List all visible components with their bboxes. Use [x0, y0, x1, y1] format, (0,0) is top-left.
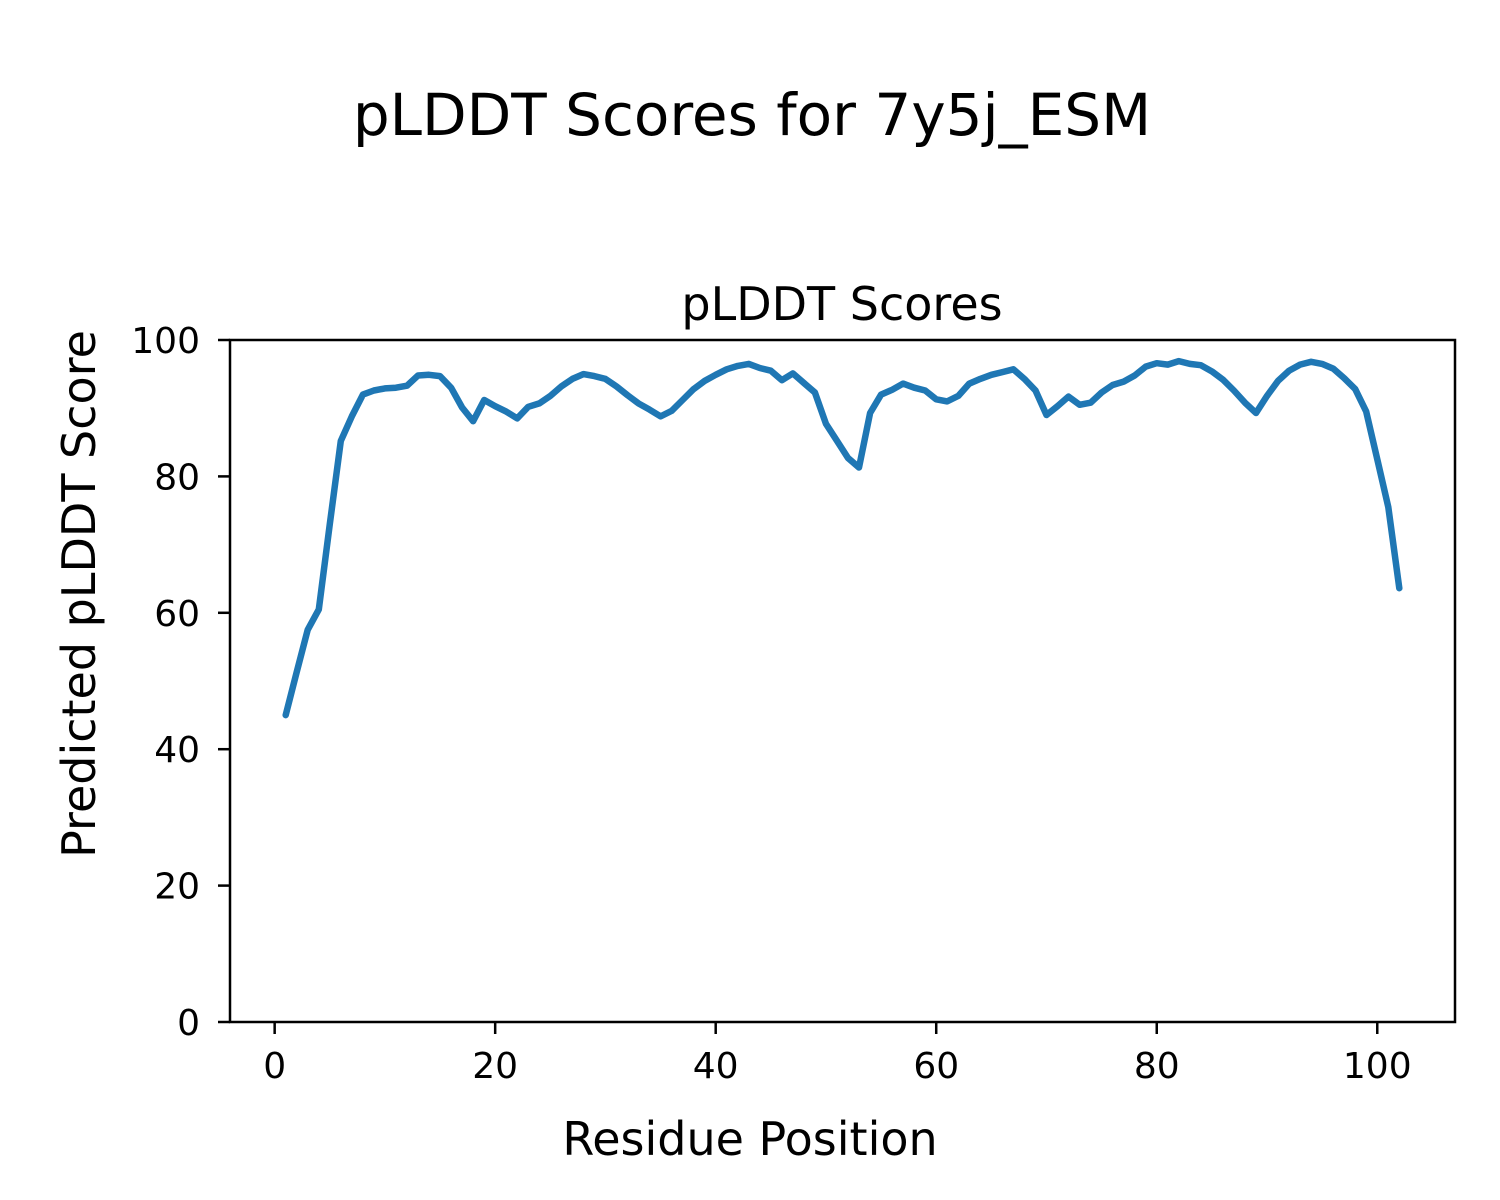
- x-tick-label: 100: [1343, 1046, 1412, 1087]
- y-axis-label: Predicted pLDDT Score: [52, 330, 106, 858]
- y-tick-label: 60: [154, 594, 200, 635]
- y-tick-label: 100: [131, 321, 200, 362]
- y-tick-label: 20: [154, 867, 200, 908]
- x-tick-label: 20: [472, 1046, 518, 1087]
- y-tick-label: 80: [154, 457, 200, 498]
- x-tick-label: 40: [693, 1046, 739, 1087]
- x-axis-label: Residue Position: [562, 1112, 937, 1166]
- plot-area: [228, 338, 1457, 1024]
- chart-title: pLDDT Scores: [681, 277, 1002, 331]
- x-tick-label: 60: [913, 1046, 959, 1087]
- x-tick-label: 0: [263, 1046, 286, 1087]
- y-tick-label: 40: [154, 730, 200, 771]
- x-tick-label: 80: [1134, 1046, 1180, 1087]
- plddt-line: [282, 357, 1403, 719]
- y-axis-ticks: 0 20 40 60 80 100: [131, 321, 230, 1044]
- x-axis-ticks: 0 20 40 60 80 100: [263, 1022, 1412, 1087]
- y-tick-label: 0: [177, 1003, 200, 1044]
- figure-title: pLDDT Scores for 7y5j_ESM: [352, 81, 1152, 149]
